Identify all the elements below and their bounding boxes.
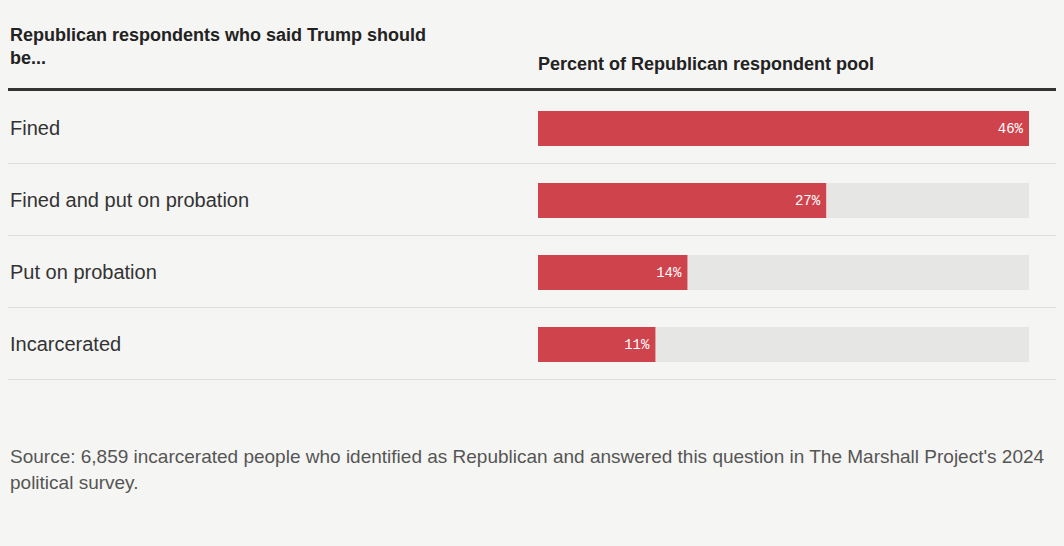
html-text:Republican respondents who sai: Republican respondents who said Trump sh… bbox=[10, 25, 426, 68]
html-text:Source: 6,859 incarcerated peo: Source: 6,859 incarcerated people who id… bbox=[10, 446, 1045, 493]
svg-text:Fined and put on probation: Fined and put on probation bbox=[10, 189, 249, 211]
svg-text:11%: 11% bbox=[624, 337, 650, 353]
svg-text:Incarcerated: Incarcerated bbox=[10, 333, 121, 355]
svg-text:14%: 14% bbox=[656, 265, 682, 281]
svg-text:Put on probation: Put on probation bbox=[10, 261, 157, 283]
svg-text:27%: 27% bbox=[795, 193, 821, 209]
svg-text:46%: 46% bbox=[998, 121, 1024, 137]
html-text:Percent of Republican responde: Percent of Republican respondent pool bbox=[538, 54, 874, 74]
svg-text:Fined: Fined bbox=[10, 117, 60, 139]
